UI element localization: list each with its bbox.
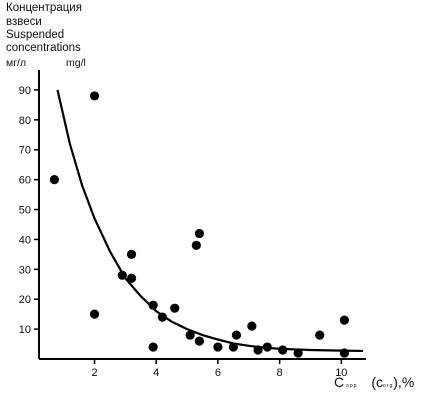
y-axis-title-line-2: взвеси <box>6 16 42 28</box>
y-tick-label: 10 <box>19 324 31 336</box>
x-tick-label: 2 <box>91 367 97 379</box>
x-axis-sub-1: орр <box>346 383 358 389</box>
y-tick-label: 20 <box>19 294 31 306</box>
data-point <box>278 345 288 355</box>
trend-curve <box>56 89 363 353</box>
data-point <box>213 342 223 352</box>
y-axis-unit-ru: мг/л <box>6 57 27 69</box>
y-tick-label: 80 <box>19 115 31 127</box>
y-tick-label: 90 <box>19 85 31 97</box>
y-ticks: 10 20 30 40 50 60 70 80 90 <box>19 85 39 336</box>
x-axis-sub-2: org <box>383 383 394 389</box>
y-axis-unit-en: mg/l <box>66 57 86 69</box>
data-point <box>89 91 100 101</box>
data-point <box>293 348 303 358</box>
data-point <box>253 345 263 355</box>
x-axis-symbol: C <box>334 374 345 390</box>
data-point <box>49 175 60 185</box>
data-point <box>157 312 167 322</box>
y-tick-label: 40 <box>19 234 31 246</box>
data-point <box>228 342 238 352</box>
y-tick-label: 50 <box>19 205 31 217</box>
data-point <box>89 309 100 319</box>
y-axis-title-line-1: Концентрация <box>6 2 82 14</box>
x-tick-label: 4 <box>153 367 159 379</box>
data-point <box>126 273 137 283</box>
data-point <box>231 330 242 340</box>
x-ticks: 2 4 6 8 10 <box>91 359 347 379</box>
data-point <box>194 228 205 239</box>
x-axis-symbol-2: c <box>376 374 384 390</box>
y-axis-title-line-4: concentrations <box>6 42 81 54</box>
data-point <box>194 336 205 346</box>
data-point <box>339 348 350 358</box>
data-point <box>148 300 158 310</box>
data-point <box>148 342 158 352</box>
x-tick-label: 6 <box>215 367 221 379</box>
data-point <box>247 321 257 331</box>
data-point <box>126 249 137 259</box>
data-point <box>170 303 180 313</box>
x-axis-unit: ),% <box>393 374 415 390</box>
data-point <box>185 330 195 340</box>
data-point <box>117 270 127 280</box>
x-axis-paren-open: ( <box>371 374 377 390</box>
y-axis-title-line-3: Suspended <box>6 29 65 41</box>
y-tick-label: 70 <box>19 145 31 157</box>
x-tick-label: 10 <box>335 367 347 379</box>
data-point <box>339 315 350 325</box>
y-tick-label: 30 <box>19 264 31 276</box>
data-point <box>315 330 325 340</box>
data-point <box>191 240 201 250</box>
x-tick-label: 8 <box>277 367 283 379</box>
data-points <box>49 91 350 358</box>
data-point <box>262 342 272 352</box>
y-tick-label: 60 <box>19 175 31 187</box>
